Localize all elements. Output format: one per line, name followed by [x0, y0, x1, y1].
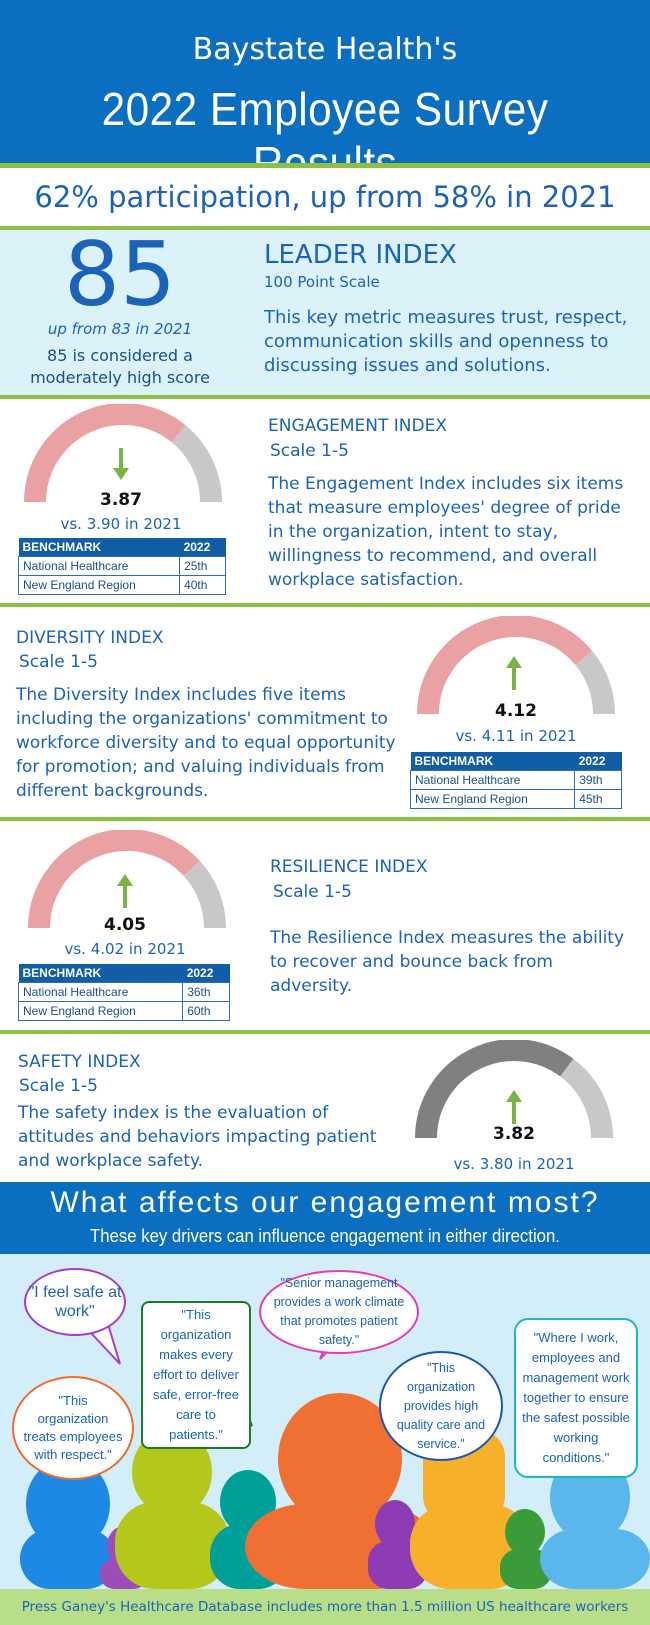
engagement-benchmark-table: BENCHMARK 2022 National Healthcare 25th Ne… [17, 538, 226, 595]
resilience-vs: vs. 4.02 in 2021 [64, 940, 186, 958]
divider [0, 603, 650, 607]
header-banner: Baystate Health's 2022 Employee Survey R… [0, 0, 650, 189]
divider [0, 817, 650, 821]
table-row: New England Region 60th [17, 1001, 230, 1021]
quote-bubble: "Senior management provides a work clima… [259, 1270, 419, 1354]
people-silhouettes [20, 1322, 650, 1589]
bench-header: BENCHMARK [18, 538, 180, 557]
gauge-rest [575, 650, 615, 715]
resilience-description: The Resilience Index measures the abilit… [270, 928, 625, 996]
divider [0, 163, 650, 168]
resilience-score: 4.05 [104, 915, 146, 935]
safety-score: 3.82 [493, 1124, 535, 1144]
safety-scale: Scale 1-5 [19, 1076, 98, 1096]
drivers-title: What affects our engagement most? [50, 1186, 600, 1219]
gauge-fill [417, 616, 593, 715]
drivers-subtitle: These key drivers can influence engageme… [90, 1226, 560, 1246]
bench-header: BENCHMARK [410, 752, 575, 771]
table-row: New England Region 40th [17, 575, 226, 595]
bench-header: 2022 [182, 964, 230, 983]
engagement-score: 3.87 [100, 490, 142, 510]
leader-note: 85 is considered a moderately high score [30, 346, 210, 387]
gauge-fill [28, 830, 200, 929]
resilience-gauge [28, 830, 226, 929]
diversity-gauge [417, 616, 615, 715]
resilience-scale: Scale 1-5 [273, 882, 352, 902]
gauge-rest [183, 860, 226, 929]
engagement-gauge [24, 404, 222, 503]
leader-title: LEADER INDEX [264, 240, 457, 270]
trend-up-arrow [506, 656, 522, 690]
gauge-fill [24, 404, 186, 503]
safety-gauge [415, 1040, 613, 1139]
person-silhouette [20, 1458, 116, 1589]
gauge-fill [415, 1040, 574, 1139]
trend-down-arrow [113, 448, 129, 480]
quote-bubble: "This organization makes every effort to… [141, 1301, 251, 1449]
header-subtitle: Baystate Health's [192, 32, 458, 67]
trend-up-arrow [117, 874, 133, 908]
diversity-title: DIVERSITY INDEX [16, 628, 164, 648]
table-row: New England Region 45th [409, 789, 622, 809]
diversity-benchmark-table: BENCHMARK 2022 National Healthcare 39th Ne… [409, 752, 622, 809]
safety-vs: vs. 3.80 in 2021 [453, 1155, 575, 1173]
trend-up-arrow [506, 1090, 522, 1124]
footer-note: Press Ganey's Healthcare Database includ… [0, 1589, 650, 1625]
leader-section [0, 230, 650, 395]
safety-title: SAFETY INDEX [18, 1052, 141, 1072]
leader-scale: 100 Point Scale [264, 273, 380, 291]
leader-score: 85 [64, 223, 176, 326]
gauge-rest [171, 425, 222, 503]
bench-header: 2022 [574, 752, 622, 771]
diversity-description: The Diversity Index includes five items … [16, 685, 396, 801]
quote-bubble: "This organization treats employees with… [12, 1376, 134, 1480]
bench-header: 2022 [179, 538, 226, 557]
table-row: National Healthcare 36th [17, 982, 230, 1002]
diversity-vs: vs. 4.11 in 2021 [455, 727, 577, 745]
drivers-banner: What affects our engagement most? These … [0, 1182, 650, 1254]
engagement-vs: vs. 3.90 in 2021 [60, 515, 182, 533]
leader-description: This key metric measures trust, respect,… [264, 307, 628, 376]
divider [0, 1030, 650, 1034]
engagement-description: The Engagement Index includes six items … [268, 474, 624, 590]
leader-prior: up from 83 in 2021 [47, 320, 193, 338]
table-row: National Healthcare 39th [409, 770, 622, 790]
person-silhouette [500, 1509, 552, 1589]
divider [0, 226, 650, 230]
resilience-benchmark-table: BENCHMARK 2022 National Healthcare 36th Ne… [17, 964, 230, 1021]
gauge-rest [559, 1058, 613, 1139]
person-silhouette [115, 1428, 230, 1589]
bench-header: BENCHMARK [18, 964, 183, 983]
engagement-title: ENGAGEMENT INDEX [268, 416, 447, 436]
quote-bubble: "This organization provides high quality… [379, 1351, 503, 1461]
engagement-scale: Scale 1-5 [270, 441, 349, 461]
diversity-scale: Scale 1-5 [19, 652, 98, 672]
resilience-title: RESILIENCE INDEX [270, 857, 428, 877]
participation-banner: 62% participation, up from 58% in 2021 [34, 180, 616, 214]
safety-description: The safety index is the evaluation of at… [18, 1103, 377, 1171]
quote-bubble: "Where I work, employees and management … [514, 1318, 638, 1478]
quote-bubble: "I feel safe at work" [24, 1268, 126, 1336]
diversity-score: 4.12 [495, 701, 537, 721]
table-row: National Healthcare 25th [17, 556, 226, 576]
divider [0, 395, 650, 399]
